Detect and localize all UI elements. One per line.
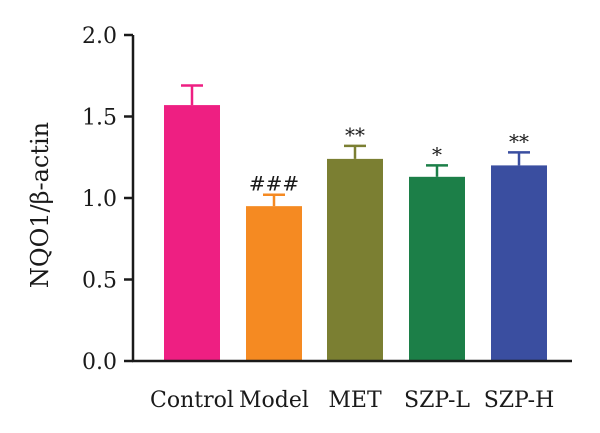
x-tick-label: Control: [150, 388, 234, 413]
y-axis-ticks: 0.0 0.5 1.0 1.5 2.0: [82, 24, 133, 375]
bars: ###*****: [164, 84, 547, 361]
bar-model: [246, 206, 302, 361]
x-tick-label: MET: [328, 388, 382, 413]
bar-met: [327, 158, 383, 361]
bar-szp-h: [491, 165, 547, 361]
y-tick-label: 1.5: [82, 106, 117, 131]
significance-label: **: [509, 129, 529, 153]
x-axis-labels: Control Model MET SZP-L SZP-H: [150, 388, 554, 413]
significance-label: ###: [249, 172, 299, 196]
y-tick-label: 1.0: [82, 187, 117, 212]
significance-label: *: [432, 142, 442, 166]
y-tick-label: 0.5: [82, 269, 117, 294]
y-axis-title: NQO1/β-actin: [26, 122, 54, 288]
x-tick-label: SZP-H: [484, 388, 555, 413]
y-tick-label: 2.0: [82, 24, 117, 49]
x-tick-label: SZP-L: [404, 388, 470, 413]
x-tick-label: Model: [239, 388, 309, 413]
y-tick-label: 0.0: [82, 350, 117, 375]
bar-control: [164, 105, 220, 361]
bar-szp-l: [409, 176, 465, 361]
significance-label: **: [345, 123, 365, 147]
